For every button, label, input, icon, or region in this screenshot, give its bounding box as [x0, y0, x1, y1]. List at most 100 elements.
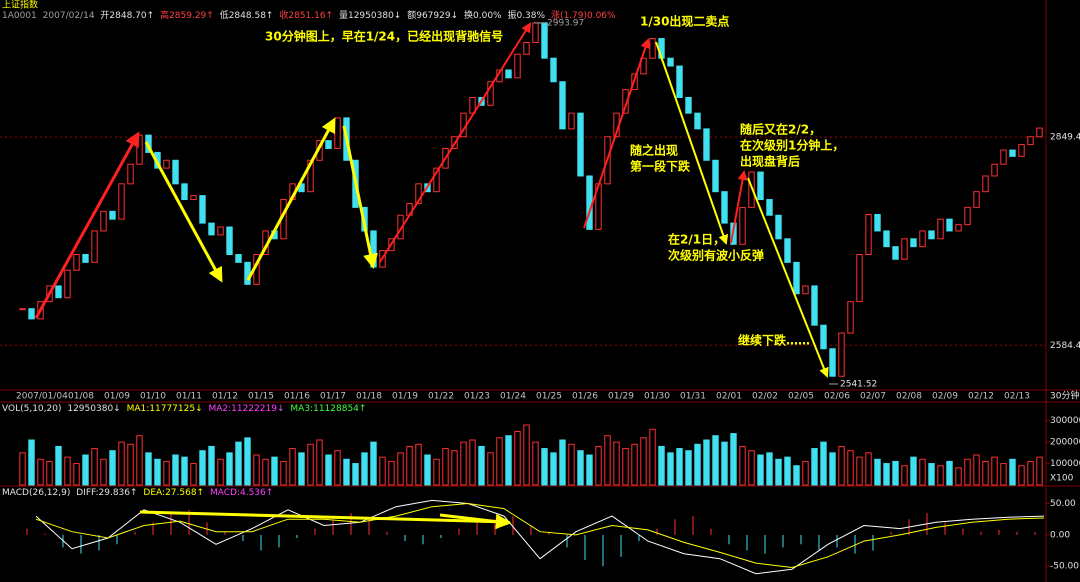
- volume-bar: [1036, 456, 1043, 486]
- candle: [28, 308, 35, 320]
- x-tick-label: 01/16: [284, 392, 310, 402]
- candle: [217, 226, 224, 236]
- volume-bar: [784, 456, 791, 486]
- volume-bar: [91, 448, 98, 486]
- candle: [973, 191, 980, 208]
- candle: [694, 112, 701, 130]
- candle: [667, 57, 674, 67]
- volume-bar: [901, 465, 908, 486]
- volume-bar: [595, 445, 602, 486]
- candle: [1018, 144, 1025, 157]
- volume-bar: [829, 452, 836, 486]
- x-tick-label: 02/08: [896, 392, 922, 402]
- legend-item: MACD:4.536↑: [210, 488, 273, 498]
- change: 涨(1.79)0.06%: [551, 10, 616, 21]
- candle: [82, 254, 89, 263]
- candle: [127, 163, 134, 185]
- candle: [874, 213, 881, 232]
- volume-bar: [928, 463, 935, 486]
- y-tick-label: 300000: [1050, 416, 1080, 426]
- legend-item: VOL(5,10,20): [2, 404, 61, 414]
- candle: [235, 254, 242, 263]
- candle: [991, 163, 998, 177]
- volume-bar: [262, 458, 269, 486]
- close: 收2851.16↑: [279, 9, 333, 21]
- candle: [559, 81, 566, 130]
- annotation: 随之出现: [630, 143, 678, 158]
- x-tick-label: 01/30: [644, 392, 670, 402]
- turnover: 换0.00%: [464, 9, 502, 21]
- candle: [712, 159, 719, 193]
- legend-item: MA1:11777125↓: [127, 404, 203, 414]
- candle: [955, 224, 962, 232]
- volume-bar: [379, 456, 386, 486]
- volume-bar: [109, 450, 116, 486]
- candle: [64, 269, 71, 299]
- candle: [802, 285, 809, 295]
- x-tick-label: 01/29: [608, 392, 634, 402]
- candle: [766, 199, 773, 216]
- arrow: [342, 125, 378, 269]
- y-tick-label: 0.00: [1050, 530, 1070, 540]
- annotation: 30分钟图上，早在1/24，已经出现背驰信号: [265, 29, 503, 44]
- x-tick-label: 02/13: [1004, 392, 1030, 402]
- index-name: 上证指数: [2, 0, 38, 11]
- candle: [982, 175, 989, 193]
- candle: [469, 96, 476, 114]
- x-tick-label: 01/22: [428, 392, 454, 402]
- volume-bar: [910, 456, 917, 486]
- candle: [415, 183, 422, 204]
- x-tick-label: 01/11: [176, 392, 202, 402]
- volume-bar: [793, 465, 800, 486]
- candle: [199, 195, 206, 224]
- x-tick-label: 01/15: [248, 392, 274, 402]
- candle: [757, 171, 764, 201]
- annotation: 在2/1日，: [668, 232, 725, 247]
- x-tick-label: 02/12: [968, 392, 994, 402]
- candle: [910, 238, 917, 248]
- volume-bar: [937, 465, 944, 486]
- candle: [919, 230, 926, 248]
- candle: [676, 65, 683, 98]
- x-tick-label: 01/18: [356, 392, 382, 402]
- candle: [685, 96, 692, 114]
- annotation: 次级别有波小反弹: [668, 248, 764, 263]
- volume-bar: [343, 458, 350, 486]
- volume-bar: [757, 454, 764, 486]
- x-tick-label: 01/25: [536, 392, 562, 402]
- volume-bar: [919, 458, 926, 486]
- volume-bar: [217, 458, 224, 486]
- volume-bar: [658, 445, 665, 486]
- x-tick-label: 01/17: [320, 392, 346, 402]
- candle: [523, 41, 530, 55]
- low: 低2848.58↑: [220, 9, 274, 21]
- volume-bar: [739, 445, 746, 486]
- x-tick-label: 02/02: [752, 392, 778, 402]
- candle: [577, 112, 584, 177]
- candle: [721, 191, 728, 224]
- legend-item: DIFF:29.836↑: [76, 488, 137, 498]
- candle: [208, 222, 215, 236]
- candle: [865, 213, 872, 256]
- candle: [190, 195, 197, 201]
- arrow: [730, 170, 748, 244]
- candle: [172, 159, 179, 185]
- volume-bar: [847, 450, 854, 486]
- candle: [118, 183, 125, 220]
- candle: [550, 57, 557, 83]
- volume-bar: [865, 452, 872, 486]
- volume-bar: [388, 460, 395, 486]
- volume-bar: [478, 445, 485, 486]
- candle: [739, 206, 746, 245]
- volume-bar: [1009, 458, 1016, 486]
- candle: [55, 285, 62, 299]
- candle: [703, 128, 710, 161]
- arrow: [246, 117, 336, 281]
- y-tick-label: 100000: [1050, 459, 1080, 469]
- volume-bar: [1018, 465, 1025, 486]
- x-tick-label: 02/07: [860, 392, 886, 402]
- volume-bar: [811, 448, 818, 486]
- y-tick-label: 50.00: [1050, 499, 1076, 509]
- open: 开2848.70↑: [100, 10, 154, 21]
- candle: [1036, 127, 1043, 138]
